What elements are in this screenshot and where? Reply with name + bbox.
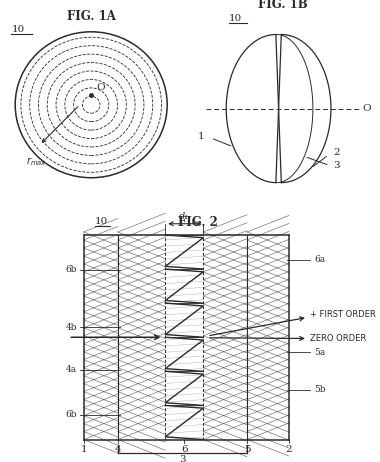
Text: d₁: d₁ bbox=[179, 212, 189, 221]
Text: O: O bbox=[97, 83, 105, 92]
Text: 6b: 6b bbox=[66, 265, 77, 274]
Text: 3: 3 bbox=[333, 161, 340, 170]
Text: + FIRST ORDER: + FIRST ORDER bbox=[310, 310, 375, 319]
Text: 6b: 6b bbox=[66, 410, 77, 419]
Text: FIG. 1B: FIG. 1B bbox=[258, 0, 308, 11]
Text: 10: 10 bbox=[229, 14, 242, 23]
Text: 1: 1 bbox=[198, 132, 204, 140]
Text: $r_{max}$: $r_{max}$ bbox=[26, 156, 47, 169]
Text: 1: 1 bbox=[80, 445, 87, 454]
Text: FIG. 1A: FIG. 1A bbox=[67, 11, 116, 24]
Text: 4: 4 bbox=[114, 445, 121, 454]
Text: 5a: 5a bbox=[314, 348, 326, 357]
Text: ZERO ORDER: ZERO ORDER bbox=[310, 334, 366, 343]
Text: 4a: 4a bbox=[66, 365, 77, 374]
Text: 6a: 6a bbox=[314, 255, 325, 264]
Text: 3: 3 bbox=[179, 455, 186, 462]
Text: 2: 2 bbox=[333, 147, 340, 157]
Text: 2: 2 bbox=[285, 445, 292, 454]
Text: 10: 10 bbox=[95, 217, 108, 226]
Text: 10: 10 bbox=[11, 25, 25, 34]
Text: FIG. 2: FIG. 2 bbox=[178, 216, 217, 229]
Text: 4b: 4b bbox=[66, 323, 77, 332]
Text: 5: 5 bbox=[244, 445, 250, 454]
Text: O: O bbox=[363, 104, 371, 113]
Text: 5b: 5b bbox=[314, 385, 326, 394]
Text: 6: 6 bbox=[181, 445, 188, 454]
